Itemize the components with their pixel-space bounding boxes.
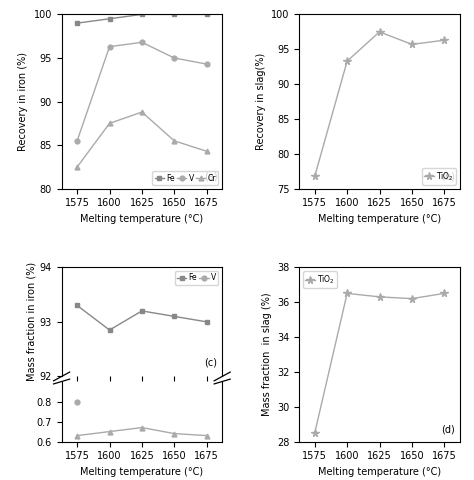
Fe: [107, 16, 112, 22]
Line: TiO$_2$: TiO$_2$: [311, 28, 448, 180]
TiO$_2$: [409, 296, 415, 301]
Line: Fe: Fe: [75, 12, 209, 25]
Cr: [172, 431, 177, 436]
Fe: [204, 12, 210, 17]
TiO$_2$: [441, 290, 447, 296]
V: [204, 396, 210, 401]
Y-axis label: Mass fraction in iron (%): Mass fraction in iron (%): [27, 262, 37, 382]
Line: Cr: Cr: [75, 425, 209, 438]
Cr: [204, 148, 210, 154]
Cr: [172, 138, 177, 144]
TiO$_2$: [377, 294, 383, 300]
V: [139, 379, 145, 385]
X-axis label: Melting temperature (°C): Melting temperature (°C): [80, 467, 203, 477]
TiO$_2$: [344, 290, 350, 296]
Fe: [172, 313, 177, 319]
X-axis label: Melting temperature (°C): Melting temperature (°C): [318, 214, 441, 224]
Fe: [139, 308, 145, 314]
Legend: Fe, V, Cr: Fe, V, Cr: [153, 171, 219, 185]
Legend: TiO$_2$: TiO$_2$: [303, 271, 337, 288]
Fe: [204, 319, 210, 325]
Cr: [107, 120, 112, 126]
Line: Fe: Fe: [75, 303, 209, 333]
Fe: [172, 12, 177, 17]
TiO$_2$: [441, 37, 447, 43]
V: [204, 61, 210, 67]
V: [74, 138, 80, 144]
Text: (b): (b): [441, 172, 455, 182]
Y-axis label: Recovery in slag(%): Recovery in slag(%): [255, 53, 265, 150]
Fe: [107, 327, 112, 333]
V: [107, 384, 112, 390]
V: [172, 55, 177, 61]
Cr: [107, 429, 112, 434]
Line: V: V: [75, 40, 209, 143]
Fe: [74, 302, 80, 308]
Cr: [139, 425, 145, 431]
Text: (d): (d): [441, 425, 455, 434]
Fe: [139, 12, 145, 17]
TiO$_2$: [312, 430, 318, 436]
Cr: [74, 164, 80, 170]
V: [139, 39, 145, 45]
Line: TiO$_2$: TiO$_2$: [311, 289, 448, 437]
X-axis label: Melting temperature (°C): Melting temperature (°C): [318, 467, 441, 477]
X-axis label: Melting temperature (°C): Melting temperature (°C): [80, 214, 203, 224]
Cr: [139, 109, 145, 115]
Fe: [74, 20, 80, 26]
Legend: TiO$_2$: TiO$_2$: [422, 168, 456, 185]
TiO$_2$: [377, 29, 383, 35]
Text: (a): (a): [204, 172, 218, 182]
TiO$_2$: [344, 58, 350, 64]
Cr: [74, 432, 80, 438]
TiO$_2$: [312, 173, 318, 179]
Line: V: V: [107, 380, 209, 401]
TiO$_2$: [409, 41, 415, 47]
Text: (c): (c): [204, 358, 218, 368]
Legend: Fe, V: Fe, V: [175, 271, 219, 285]
V: [107, 44, 112, 49]
V: [172, 390, 177, 396]
Y-axis label: Recovery in iron (%): Recovery in iron (%): [18, 52, 28, 151]
Line: Cr: Cr: [75, 109, 209, 169]
Cr: [204, 432, 210, 438]
Y-axis label: Mass fraction  in slag (%): Mass fraction in slag (%): [262, 293, 272, 416]
